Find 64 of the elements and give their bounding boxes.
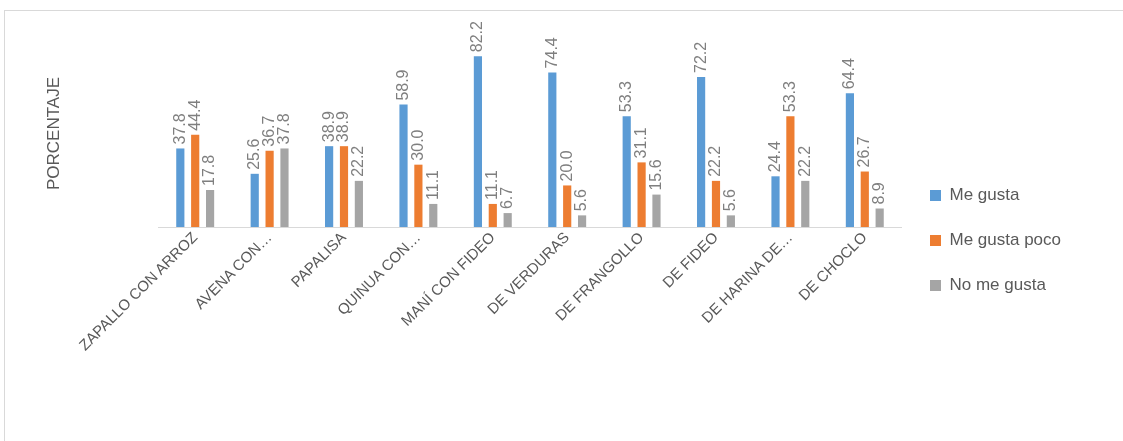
data-label: 74.4	[542, 37, 560, 69]
data-label: 11.1	[423, 169, 441, 200]
bar	[577, 215, 587, 227]
bar	[414, 164, 423, 227]
bar	[265, 150, 274, 227]
bar	[711, 180, 721, 227]
bar	[548, 72, 557, 227]
data-label: 15.6	[646, 159, 664, 191]
bar	[339, 146, 349, 227]
data-label: 38.9	[319, 110, 337, 143]
bar	[771, 176, 780, 227]
data-label: 26.7	[855, 136, 873, 168]
bar	[697, 76, 706, 227]
data-label: 37.8	[274, 113, 292, 145]
bar	[503, 213, 512, 227]
legend-label: Me gusta	[949, 185, 1020, 205]
legend-label: No me gusta	[949, 275, 1047, 295]
bar	[354, 180, 363, 227]
bar	[786, 116, 795, 227]
bar	[860, 171, 869, 227]
data-label: 22.2	[349, 145, 367, 177]
data-label: 5.6	[721, 189, 739, 212]
data-label: 72.2	[691, 41, 709, 73]
data-label: 6.7	[498, 186, 516, 210]
bar	[325, 146, 334, 227]
bar	[488, 203, 497, 227]
data-label: 8.9	[870, 182, 888, 205]
data-label: 36.7	[260, 115, 277, 147]
bar	[429, 203, 438, 227]
data-label: 25.6	[245, 138, 263, 170]
data-label: 37.8	[170, 113, 188, 145]
data-label: 24.4	[765, 141, 783, 173]
data-label: 11.1	[483, 169, 501, 200]
data-label: 53.3	[617, 81, 635, 113]
legend-label: Me gusta poco	[949, 230, 1061, 250]
bar	[845, 93, 854, 227]
data-label: 38.9	[334, 110, 352, 143]
bar	[473, 56, 483, 227]
data-label: 17.8	[200, 154, 218, 187]
bar	[399, 104, 408, 227]
bar	[563, 185, 572, 227]
data-label: 22.2	[795, 145, 813, 177]
data-label: 30.0	[408, 129, 426, 161]
bar	[250, 173, 259, 227]
bar	[622, 116, 631, 227]
bar	[652, 194, 661, 227]
bar	[726, 215, 735, 227]
data-label: 58.9	[393, 69, 411, 101]
data-label: 53.3	[780, 81, 798, 113]
bar	[205, 190, 215, 227]
data-label: 5.6	[572, 189, 590, 212]
bar	[801, 180, 810, 227]
data-label: 20.0	[557, 150, 575, 182]
data-label: 44.4	[185, 99, 203, 131]
data-label: 82.2	[468, 20, 486, 53]
bar	[176, 148, 185, 227]
bar	[637, 162, 646, 227]
bar	[280, 148, 289, 227]
data-label: 22.2	[706, 145, 724, 177]
data-label: 64.4	[840, 57, 858, 90]
bar	[875, 208, 884, 227]
data-label: 31.1	[632, 127, 649, 159]
bar	[191, 134, 200, 227]
y-axis-title: PORCENTAJE	[43, 76, 63, 191]
